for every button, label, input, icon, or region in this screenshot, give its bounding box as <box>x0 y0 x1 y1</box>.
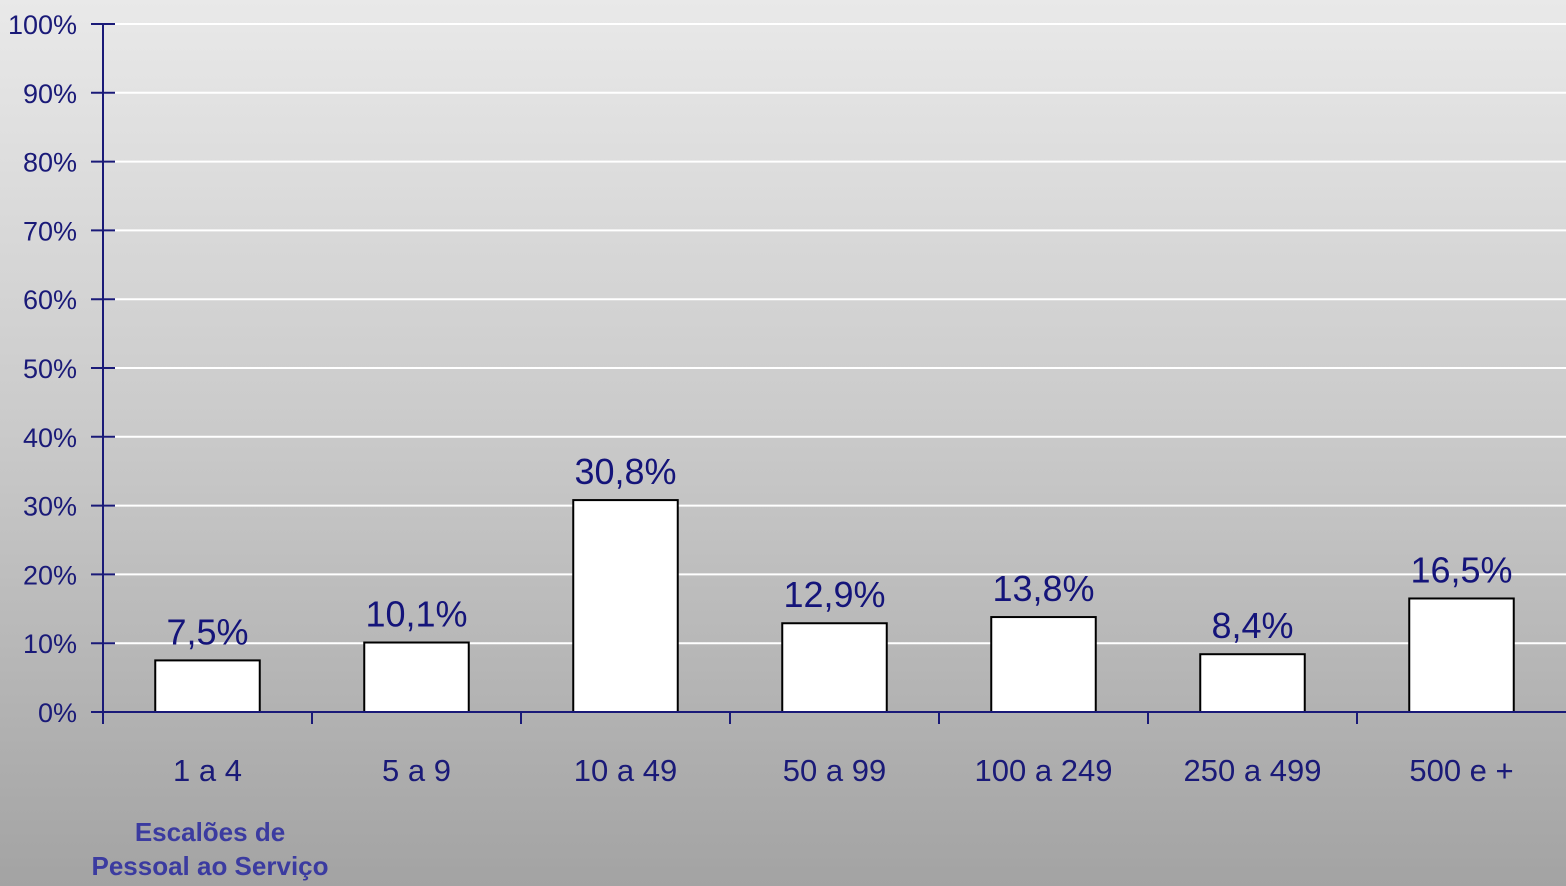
y-tick-label: 80% <box>23 148 77 178</box>
x-tick-label: 5 a 9 <box>382 753 451 788</box>
bar <box>572 499 679 714</box>
bar <box>1199 653 1306 714</box>
y-tick-label: 0% <box>38 698 77 728</box>
y-tick-label: 10% <box>23 629 77 659</box>
bar <box>781 622 888 713</box>
bar <box>1408 597 1515 713</box>
data-label: 8,4% <box>1211 605 1293 646</box>
data-label: 12,9% <box>783 574 885 615</box>
data-labels: 7,5% 10,1% 30,8% 12,9% 13,8% 8,4% 16,5% <box>166 451 1512 652</box>
x-tick-label: 1 a 4 <box>173 753 242 788</box>
y-tick-label: 100% <box>8 10 77 40</box>
y-tick-labels: 0% 10% 20% 30% 40% 50% 60% 70% 80% 90% 100% <box>8 10 77 728</box>
x-axis-title: Escalões de Pessoal ao Serviço <box>40 815 380 883</box>
x-axis-title-line-2: Pessoal ao Serviço <box>91 851 329 881</box>
gridlines <box>103 23 1566 645</box>
bar <box>363 641 470 714</box>
y-tick-label: 70% <box>23 216 77 246</box>
data-label: 13,8% <box>992 568 1094 609</box>
y-tick-label: 60% <box>23 285 77 315</box>
y-tick-label: 30% <box>23 492 77 522</box>
axes <box>91 23 1566 724</box>
y-tick-label: 90% <box>23 79 77 109</box>
x-tick-label: 500 e + <box>1409 753 1513 788</box>
data-label: 16,5% <box>1410 549 1512 590</box>
x-axis-title-line-1: Escalões de <box>134 817 286 847</box>
y-tick-label: 40% <box>23 423 77 453</box>
data-label: 30,8% <box>574 451 676 492</box>
x-tick-labels: 1 a 4 5 a 9 10 a 49 50 a 99 100 a 249 250 a 4… <box>173 753 1514 788</box>
x-tick-label: 50 a 99 <box>783 753 886 788</box>
data-label: 7,5% <box>166 611 248 652</box>
x-tick-label: 100 a 249 <box>975 753 1113 788</box>
y-tick-label: 20% <box>23 560 77 590</box>
bar <box>990 616 1097 714</box>
data-label: 10,1% <box>365 594 467 635</box>
x-tick-label: 250 a 499 <box>1184 753 1322 788</box>
bar <box>154 659 261 714</box>
x-tick-label: 10 a 49 <box>574 753 677 788</box>
y-tick-label: 50% <box>23 354 77 384</box>
